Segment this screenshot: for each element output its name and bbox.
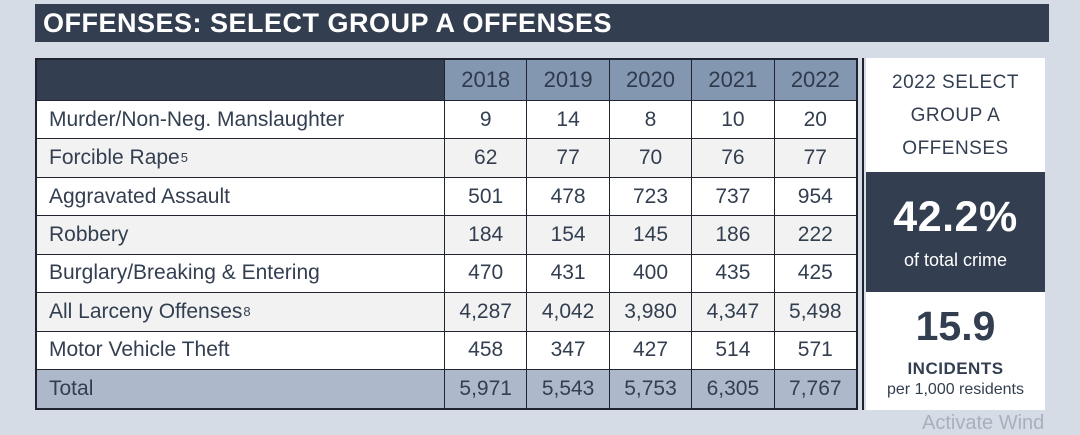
table-cell: 723	[609, 177, 692, 216]
year-header-2020: 2020	[609, 60, 692, 100]
table-cell: 737	[692, 177, 774, 216]
row-label-total: Total	[37, 369, 444, 408]
sidebar-percent-box: 42.2% of total crime	[866, 172, 1045, 292]
percent-of-total-crime-caption: of total crime	[903, 250, 1008, 270]
table-corner-cell	[37, 60, 444, 100]
table-cell: 431	[527, 254, 609, 293]
table-cell: 3,980	[609, 293, 692, 331]
table-right-divider	[862, 58, 864, 410]
table-cell: 186	[692, 216, 774, 254]
sidebar-heading: 2022 SELECT GROUP A OFFENSES	[892, 71, 1019, 159]
table-cell: 4,287	[445, 293, 527, 331]
table-cell: 514	[692, 331, 774, 369]
row-label-text: Robbery	[49, 222, 129, 246]
table-cell: 14	[527, 101, 609, 139]
table-cell: 222	[774, 216, 856, 254]
table-cell: 571	[774, 331, 856, 369]
sidebar-rate-box: 15.9 INCIDENTS per 1,000 residents	[866, 292, 1045, 410]
table-cell: 7,767	[774, 369, 856, 408]
row-label-text: Burglary/Breaking & Entering	[49, 261, 320, 285]
table-cell: 8	[609, 101, 692, 139]
table-cell: 5,971	[445, 369, 527, 408]
table-cell: 20	[774, 101, 856, 139]
year-header-2019: 2019	[527, 60, 609, 100]
row-label-text: Forcible Rape	[49, 146, 180, 170]
os-activation-watermark: Activate Wind	[922, 412, 1045, 434]
table-cell: 347	[527, 331, 609, 369]
year-header-2018: 2018	[445, 60, 527, 100]
incident-rate-label: INCIDENTS	[907, 359, 1004, 378]
row-label-text: Motor Vehicle Theft	[49, 338, 230, 362]
table-cell: 77	[527, 139, 609, 177]
row-label-forcible-rape: Forcible Rape 5	[37, 139, 444, 177]
table-cell: 184	[445, 216, 527, 254]
offenses-table: 2018 2019 2020 2021 2022 Murder/Non-Neg.…	[35, 58, 858, 410]
table-cell: 5,753	[609, 369, 692, 408]
row-label-murder: Murder/Non-Neg. Manslaughter	[37, 101, 444, 139]
row-label-text: All Larceny Offenses	[49, 299, 243, 323]
row-label-larceny: All Larceny Offenses 8	[37, 293, 444, 331]
table-cell: 5,543	[527, 369, 609, 408]
table-cell: 10	[692, 101, 774, 139]
table-cell: 62	[445, 139, 527, 177]
table-cell: 470	[445, 254, 527, 293]
table-cell: 76	[692, 139, 774, 177]
slide-title-bar: OFFENSES: SELECT GROUP A OFFENSES	[35, 4, 1049, 42]
table-cell: 478	[527, 177, 609, 216]
row-label-robbery: Robbery	[37, 216, 444, 254]
sidebar-heading-box: 2022 SELECT GROUP A OFFENSES	[866, 58, 1045, 172]
row-label-text: Total	[49, 376, 94, 400]
table-cell: 400	[609, 254, 692, 293]
row-label-burglary: Burglary/Breaking & Entering	[37, 254, 444, 293]
table-cell: 6,305	[692, 369, 774, 408]
row-label-text: Murder/Non-Neg. Manslaughter	[49, 107, 345, 131]
table-cell: 501	[445, 177, 527, 216]
table-cell: 77	[774, 139, 856, 177]
table-cell: 4,347	[692, 293, 774, 331]
table-cell: 458	[445, 331, 527, 369]
incident-rate-caption: per 1,000 residents	[887, 381, 1024, 398]
table-cell: 9	[445, 101, 527, 139]
incident-rate-value: 15.9	[915, 303, 996, 349]
year-header-2021: 2021	[692, 60, 774, 100]
row-label-aggravated-assault: Aggravated Assault	[37, 177, 444, 216]
table-cell: 5,498	[774, 293, 856, 331]
year-header-2022: 2022	[774, 60, 856, 100]
table-cell: 4,042	[527, 293, 609, 331]
table-cell: 425	[774, 254, 856, 293]
table-cell: 954	[774, 177, 856, 216]
table-cell: 145	[609, 216, 692, 254]
row-label-motor-vehicle-theft: Motor Vehicle Theft	[37, 331, 444, 369]
table-cell: 435	[692, 254, 774, 293]
table-cell: 427	[609, 331, 692, 369]
percent-of-total-crime-value: 42.2%	[893, 193, 1018, 241]
row-label-text: Aggravated Assault	[49, 184, 230, 208]
slide-title: OFFENSES: SELECT GROUP A OFFENSES	[43, 7, 613, 38]
table-cell: 154	[527, 216, 609, 254]
table-cell: 70	[609, 139, 692, 177]
